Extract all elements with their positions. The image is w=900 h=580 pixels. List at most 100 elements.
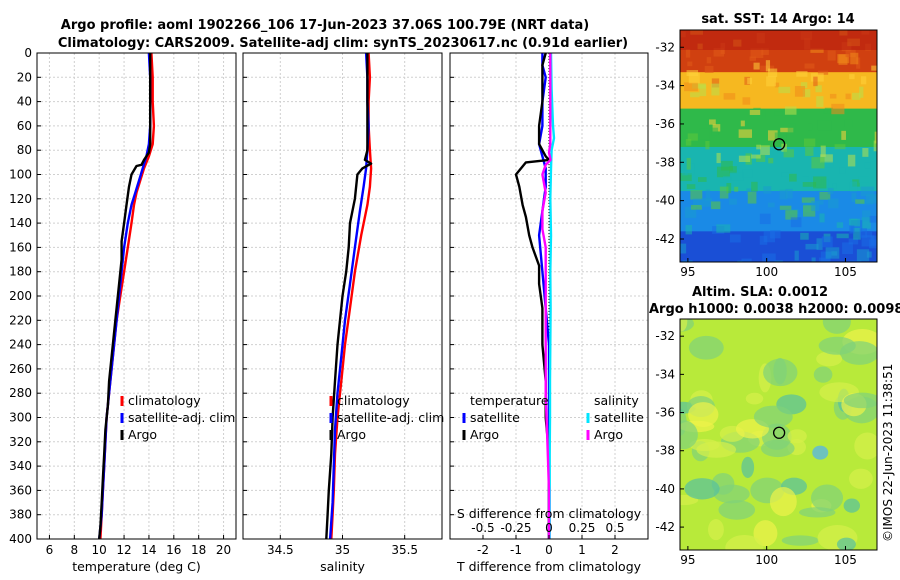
sst-texture (756, 32, 765, 44)
y-tick-label: 200 (9, 289, 32, 303)
sst-texture (794, 86, 806, 97)
sla-blob (741, 456, 755, 478)
difference-panel: -2 -1 0 1 2 T difference from climatology S di… (449, 52, 649, 574)
sst-texture (690, 190, 703, 200)
sst-texture (711, 83, 720, 96)
sst-texture (692, 83, 706, 89)
sst-texture (774, 111, 783, 116)
sst-texture (849, 225, 855, 234)
sst-texture (861, 235, 875, 247)
sst-texture (686, 157, 691, 170)
map-field (680, 319, 877, 550)
sst-texture (802, 176, 809, 188)
x-axis-label: salinity (320, 559, 365, 574)
sst-texture (853, 227, 861, 240)
sst-texture (810, 48, 824, 53)
sst-texture (687, 61, 693, 67)
map-y-tick-label: -40 (655, 194, 675, 208)
map-y-tick-label: -32 (655, 40, 675, 54)
sla-blob (725, 534, 764, 550)
x-tick-label: 10 (92, 543, 107, 557)
x-tick-label: 12 (116, 543, 131, 557)
sst-texture (779, 189, 788, 200)
sst-texture (692, 198, 702, 207)
sst-texture (701, 198, 713, 207)
sla-blob (836, 537, 856, 550)
sst-texture (816, 96, 824, 108)
sst-band (680, 191, 877, 233)
y-tick-label: 140 (9, 216, 32, 230)
map-x-tick-label: 105 (834, 265, 857, 279)
argo-float-marker (772, 138, 786, 151)
sst-texture (827, 187, 834, 195)
sst-texture (817, 70, 829, 75)
map-y-tick-label: -38 (655, 444, 675, 458)
sst-texture (770, 230, 781, 239)
sst-texture (753, 62, 760, 70)
sst-texture (728, 198, 737, 205)
y-tick-label: 260 (9, 362, 32, 376)
sst-texture (832, 183, 837, 189)
sst-texture (862, 210, 871, 222)
sst-texture (746, 188, 752, 195)
sst-texture (747, 77, 753, 85)
x-tick-label: 0 (545, 543, 553, 557)
sst-texture (865, 194, 877, 204)
s-tick-label: -0.25 (500, 521, 531, 535)
map-field (680, 30, 877, 262)
sst-texture (781, 172, 793, 177)
sla-blob (688, 335, 724, 360)
sst-texture (805, 243, 819, 250)
sst-texture (768, 202, 775, 208)
sst-texture (690, 30, 703, 35)
x-tick-label: 1 (578, 543, 586, 557)
figure-title-line1: Argo profile: aoml 1902266_106 17-Jun-20… (61, 18, 589, 33)
figure-title-line2: Climatology: CARS2009. Satellite-adj cli… (58, 36, 628, 51)
legend-label: satellite-adj. clim (128, 410, 235, 425)
map-y-tick-label: -36 (655, 117, 675, 131)
sst-texture (819, 191, 831, 200)
y-tick-label: 300 (9, 411, 32, 425)
sst-texture (779, 205, 792, 210)
sst-texture (684, 206, 697, 218)
sst-texture (690, 204, 702, 210)
sst-texture (811, 200, 820, 212)
sst-texture (742, 97, 751, 105)
sla-blob (787, 429, 807, 444)
sst-texture (804, 63, 815, 69)
sla-blob (813, 366, 833, 383)
sst-texture (841, 42, 852, 52)
sla-blob (843, 498, 861, 513)
sla-blob (680, 420, 698, 450)
sst-texture (860, 76, 867, 85)
sst-texture (820, 145, 826, 157)
sst-texture (865, 231, 873, 238)
map-x-tick-label: 95 (680, 553, 695, 567)
sst-texture (760, 145, 770, 156)
y-tick-label: 280 (9, 386, 32, 400)
sst-texture (785, 188, 793, 199)
legend-label: climatology (128, 393, 201, 408)
sst-texture (820, 154, 833, 163)
x-tick-label: 34.5 (267, 543, 294, 557)
sst-texture (778, 86, 791, 94)
series-line (548, 52, 556, 539)
sst-texture (819, 257, 830, 262)
sst-texture (803, 205, 816, 217)
sst-texture (680, 31, 686, 38)
sst-texture (705, 141, 710, 150)
sst-texture (790, 217, 802, 228)
sst-texture (762, 253, 776, 262)
sla-blob (708, 519, 724, 541)
sst-texture (711, 201, 721, 210)
x-tick-label: 35.5 (391, 543, 418, 557)
sst-texture (716, 166, 730, 178)
sst-texture (720, 42, 726, 55)
map-y-tick-label: -38 (655, 155, 675, 169)
legend-label: climatology (337, 393, 410, 408)
y-tick-label: 20 (17, 70, 32, 84)
y-tick-label: 160 (9, 240, 32, 254)
sst-texture (680, 243, 687, 254)
sla-blob (818, 336, 856, 355)
